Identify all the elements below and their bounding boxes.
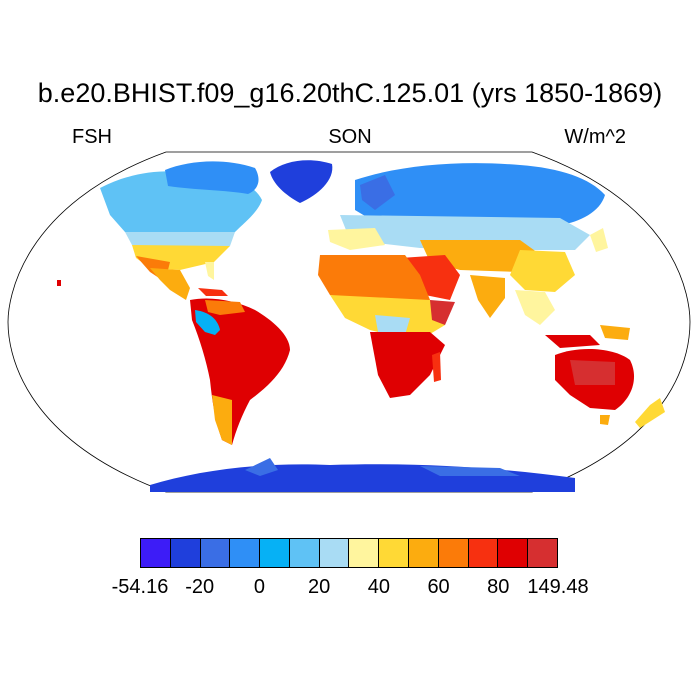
colorbar-box xyxy=(438,539,469,567)
colorbar-box xyxy=(379,539,410,567)
colorbar-box xyxy=(349,539,380,567)
scandinavia xyxy=(360,175,395,210)
africa-south xyxy=(370,332,445,398)
southeast-asia xyxy=(515,290,555,325)
colorbar-box xyxy=(409,539,439,567)
colorbar-tick-label: -20 xyxy=(185,576,215,598)
florida xyxy=(205,262,214,280)
indonesia xyxy=(545,335,600,348)
colorbar-tick-label: 60 xyxy=(427,576,450,598)
colorbar-box xyxy=(200,539,231,567)
colorbar-tick-label: 80 xyxy=(487,576,510,598)
variable-label: FSH xyxy=(72,126,112,148)
colorbar-box xyxy=(498,539,529,567)
hawaii xyxy=(57,280,61,286)
horn-of-africa xyxy=(430,300,455,325)
colorbar-box xyxy=(289,539,320,567)
africa-congo xyxy=(375,315,410,335)
season-label: SON xyxy=(328,126,372,148)
eurasia-mid xyxy=(340,215,590,250)
colorbar-box xyxy=(230,539,261,567)
new-guinea xyxy=(600,325,630,340)
colorbar-tick-label: 40 xyxy=(367,576,390,598)
europe-south xyxy=(328,228,385,250)
colorbar-tick-label: 0 xyxy=(253,576,265,598)
africa-north xyxy=(318,255,430,305)
cuba xyxy=(198,288,228,296)
south-america-andes xyxy=(195,310,220,335)
colorbar-box xyxy=(319,539,350,567)
east-asia xyxy=(510,250,575,292)
colorbar-tick-label: 20 xyxy=(308,576,331,598)
colorbar-tick-label: 149.48 xyxy=(527,576,589,598)
mexico xyxy=(150,268,190,300)
colorbar-box xyxy=(528,539,557,567)
middle-east xyxy=(400,255,460,300)
madagascar xyxy=(432,352,441,382)
antarctica-peninsula xyxy=(245,458,278,476)
colorbar-tick-label: -54.16 xyxy=(111,576,169,598)
colorbar-box xyxy=(468,539,499,567)
colorbar-box xyxy=(141,539,171,567)
new-zealand xyxy=(635,398,665,428)
japan xyxy=(590,228,608,252)
plot-title: b.e20.BHIST.f09_g16.20thC.125.01 (yrs 18… xyxy=(37,78,663,108)
tasmania xyxy=(600,415,610,425)
colorbar xyxy=(140,538,558,568)
greenland xyxy=(270,160,333,203)
colorbar-box xyxy=(260,539,290,567)
colorbar-box xyxy=(170,539,201,567)
south-america-north xyxy=(205,300,245,315)
antarctica-coast xyxy=(420,466,520,476)
india xyxy=(470,275,505,318)
australia-interior xyxy=(570,360,615,385)
patagonia xyxy=(212,395,232,445)
eurasia-north xyxy=(355,163,605,228)
units-label: W/m^2 xyxy=(564,126,626,148)
north-america-high-arctic xyxy=(165,161,259,194)
